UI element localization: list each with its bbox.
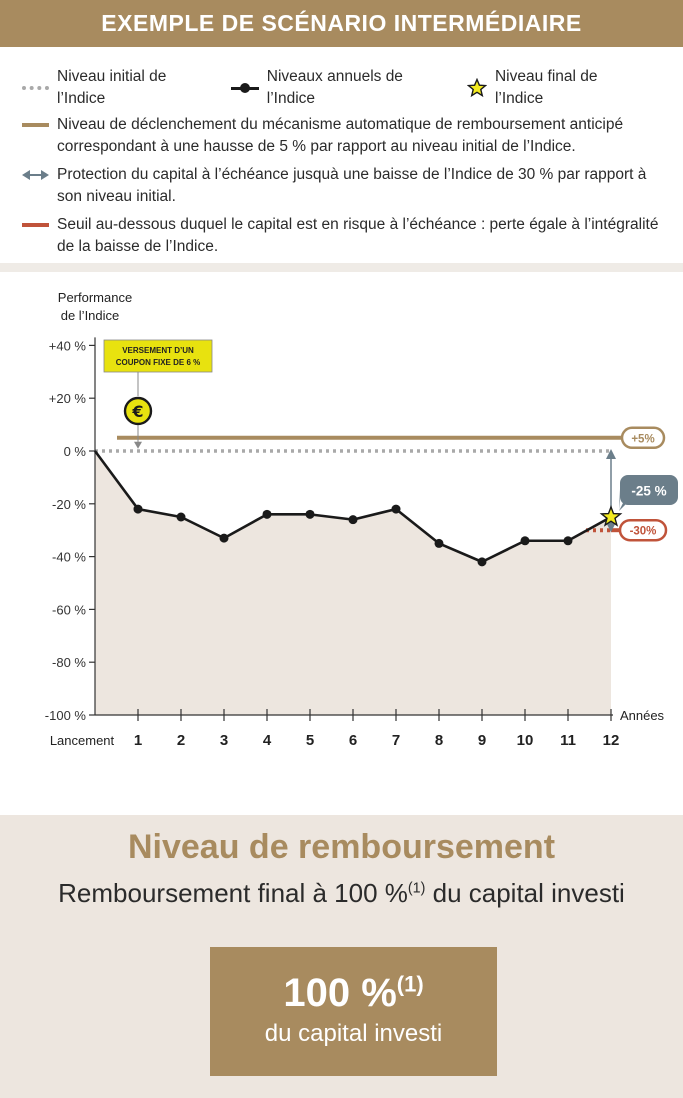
final-star-icon — [599, 505, 623, 527]
star-icon — [466, 78, 487, 98]
trigger-badge — [620, 426, 666, 450]
y-tick-label: -80 % — [52, 655, 86, 670]
legend-label-trigger: Niveau de déclenchement du mécanisme aut… — [57, 116, 624, 155]
series-layer — [93, 450, 623, 567]
double-arrow-icon — [22, 170, 49, 180]
y-tick-label: -60 % — [52, 602, 86, 617]
euro-coin-icon — [123, 396, 153, 426]
data-point — [520, 536, 530, 546]
area-layer — [95, 451, 611, 715]
result-box-value: 100 %(1) — [210, 971, 497, 1016]
y-tick-label: +40 % — [49, 338, 87, 353]
coupon-arrow-head — [134, 441, 142, 449]
result-box: 100 %(1) du capital investi — [210, 947, 497, 1076]
header-bar: EXEMPLE DE SCÉNARIO INTERMÉDIAIRE — [0, 0, 683, 47]
data-point — [348, 515, 358, 525]
chart-separator — [0, 263, 683, 272]
coupon-callout-line1: VERSEMENT D’UN — [122, 346, 194, 355]
trigger-badge-label: +5% — [631, 433, 654, 445]
x-tick-label: 12 — [603, 732, 620, 749]
y-tick-label: -20 % — [52, 497, 86, 512]
result-subtitle-post: du capital investi — [425, 878, 625, 908]
dotted-line-icon — [22, 86, 49, 90]
x-tick-label: 6 — [349, 732, 357, 749]
legend-row-threshold: Seuil au-dessous duquel le capital est e… — [22, 214, 662, 258]
euro-symbol: € — [131, 402, 143, 421]
y-tick-label: -40 % — [52, 550, 86, 565]
x-tick-label: 10 — [517, 732, 534, 749]
legend-item-initial: Niveau initial de l’Indice — [22, 66, 217, 110]
data-point — [391, 504, 401, 514]
data-point — [176, 512, 186, 522]
axes-layer: +40 % +20 % 0 % -20 % -40 % -60 % -80 % -100 % L… — [45, 290, 665, 749]
x-tick-label: 11 — [560, 732, 576, 749]
data-point — [133, 504, 143, 514]
x-axis-title: Années — [620, 708, 665, 723]
result-box-percent: 100 % — [283, 971, 397, 1015]
legend-item-annual: Niveaux annuels de l’Indice — [230, 66, 453, 110]
result-subtitle-footnote: (1) — [407, 880, 426, 897]
legend-label-annual: Niveaux annuels de l’Indice — [266, 68, 403, 107]
result-title: Niveau de remboursement — [127, 828, 556, 866]
legend-label-protection: Protection du capital à l’échéance jusqu… — [57, 166, 647, 205]
result-box-text: du capital investi — [264, 1020, 443, 1047]
legend-label-threshold: Seuil au-dessous duquel le capital est e… — [57, 216, 659, 255]
x-tick-label: 3 — [220, 732, 228, 749]
gold-line-icon — [22, 123, 49, 127]
x-tick-label: 8 — [435, 732, 443, 749]
area-fill — [95, 451, 611, 715]
performance-chart: +5% -30% +40 % +20 % 0 % -20 % -40 % -60 % -80 … — [45, 290, 678, 749]
legend-row-1: Niveau initial de l’Indice Niveaux annue… — [22, 66, 662, 110]
legend: Niveau initial de l’Indice Niveaux annue… — [22, 66, 662, 262]
barrier-badge — [618, 518, 668, 542]
coupon-callout-box — [103, 339, 213, 373]
protection-arrow-head-down — [606, 522, 616, 533]
final-callout-label: -25 % — [631, 484, 666, 499]
x-tick-label: 4 — [263, 732, 272, 749]
x-tick-label: 5 — [306, 732, 314, 749]
legend-label-initial: Niveau initial de l’Indice — [57, 68, 167, 107]
annotation-layer: -25 % VERSEMENT D’UN COUPON FIXE DE 6 % € — [103, 339, 678, 511]
final-callout-box — [620, 475, 678, 505]
data-point — [219, 533, 229, 543]
data-point — [305, 509, 315, 519]
x-tick-label: 1 — [134, 732, 142, 749]
result-box-footnote: (1) — [396, 971, 424, 997]
result-subtitle: Remboursement final à 100 %(1) du capita… — [0, 878, 683, 909]
y-axis-title-line2: de l’Indice — [61, 308, 120, 323]
y-tick-label: 0 % — [64, 444, 87, 459]
x-tick-label: 9 — [478, 732, 486, 749]
legend-item-final: Niveau final de l’Indice — [466, 66, 648, 110]
page-title: EXEMPLE DE SCÉNARIO INTERMÉDIAIRE — [101, 10, 582, 36]
line-marker-icon — [230, 82, 259, 94]
legend-label-final: Niveau final de l’Indice — [494, 68, 598, 107]
coupon-callout-line2: COUPON FIXE DE 6 % — [116, 358, 200, 367]
legend-row-protection: Protection du capital à l’échéance jusqu… — [22, 164, 662, 208]
y-tick-label: -100 % — [45, 708, 87, 723]
red-line-icon — [22, 223, 49, 227]
barrier-badge-label: -30% — [630, 526, 657, 538]
y-tick-label: +20 % — [49, 391, 87, 406]
data-point — [434, 538, 444, 548]
result-subtitle-pre: Remboursement final à 100 % — [58, 878, 408, 908]
data-point — [563, 536, 573, 546]
x-tick-label: 7 — [392, 732, 400, 749]
data-point — [262, 509, 272, 519]
x-tick-label: 2 — [177, 732, 185, 749]
legend-row-trigger: Niveau de déclenchement du mécanisme aut… — [22, 114, 662, 158]
protection-arrow-head-up — [606, 449, 616, 459]
final-callout-tail — [619, 489, 620, 511]
y-axis-title-line1: Performance — [58, 290, 132, 305]
data-point — [477, 557, 487, 567]
x-tick-label: Lancement — [50, 733, 115, 748]
